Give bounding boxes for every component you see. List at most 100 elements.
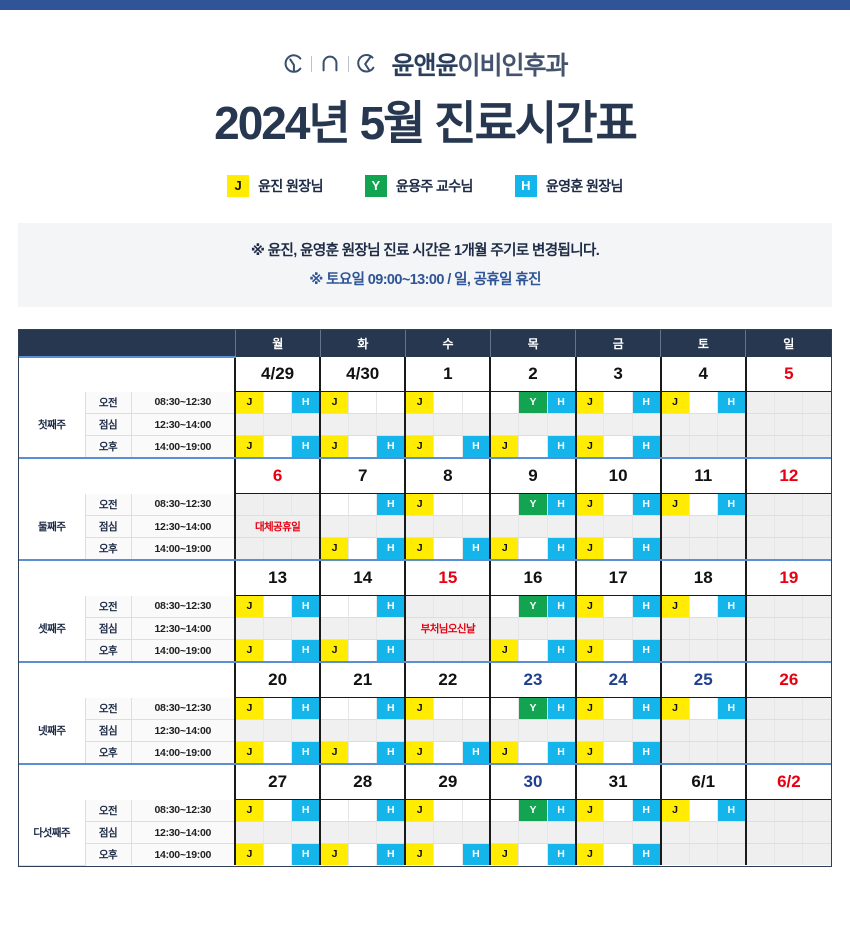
schedule-cell[interactable] xyxy=(291,821,321,845)
date-cell[interactable]: 22 xyxy=(404,662,491,699)
schedule-cell[interactable] xyxy=(489,413,519,437)
schedule-cell[interactable] xyxy=(489,821,519,845)
doctor-slot-h[interactable]: H xyxy=(631,639,661,664)
schedule-cell[interactable] xyxy=(631,719,661,743)
schedule-cell[interactable] xyxy=(546,617,576,641)
schedule-cell[interactable] xyxy=(404,595,434,619)
doctor-slot-h[interactable]: H xyxy=(546,697,576,721)
doctor-slot-h[interactable]: H xyxy=(631,843,661,866)
doctor-slot-j[interactable]: J xyxy=(489,639,519,664)
schedule-cell[interactable] xyxy=(603,537,633,562)
schedule-cell[interactable] xyxy=(716,741,746,766)
schedule-cell[interactable] xyxy=(603,391,633,415)
schedule-cell[interactable] xyxy=(348,741,377,766)
schedule-cell[interactable] xyxy=(603,821,633,845)
doctor-slot-h[interactable]: H xyxy=(461,843,491,866)
schedule-cell[interactable] xyxy=(291,617,321,641)
doctor-slot-y[interactable]: Y xyxy=(518,391,548,415)
schedule-cell[interactable] xyxy=(773,413,803,437)
schedule-cell[interactable] xyxy=(659,719,690,743)
schedule-cell[interactable] xyxy=(773,843,803,866)
schedule-cell[interactable] xyxy=(773,639,803,664)
schedule-cell[interactable] xyxy=(433,639,463,664)
schedule-cell[interactable] xyxy=(744,843,775,866)
schedule-cell[interactable] xyxy=(234,719,264,743)
doctor-slot-j[interactable]: J xyxy=(319,741,349,766)
doctor-slot-j[interactable]: J xyxy=(404,799,434,823)
doctor-slot-j[interactable]: J xyxy=(574,537,604,562)
schedule-cell[interactable] xyxy=(433,493,463,517)
schedule-cell[interactable] xyxy=(744,515,775,539)
doctor-slot-j[interactable]: J xyxy=(319,435,349,460)
doctor-slot-j[interactable]: J xyxy=(574,435,604,460)
schedule-cell[interactable] xyxy=(376,515,406,539)
schedule-cell[interactable] xyxy=(716,843,746,866)
schedule-cell[interactable] xyxy=(262,799,292,823)
date-cell[interactable]: 11 xyxy=(659,458,746,495)
schedule-cell[interactable] xyxy=(802,719,831,743)
schedule-cell[interactable] xyxy=(688,391,718,415)
doctor-slot-j[interactable]: J xyxy=(234,639,264,664)
schedule-cell[interactable] xyxy=(234,537,264,562)
schedule-cell[interactable] xyxy=(773,617,803,641)
doctor-slot-j[interactable]: J xyxy=(319,639,349,664)
schedule-cell[interactable] xyxy=(574,719,604,743)
schedule-cell[interactable] xyxy=(802,639,831,664)
doctor-slot-j[interactable]: J xyxy=(234,391,264,415)
schedule-cell[interactable] xyxy=(688,493,718,517)
schedule-cell[interactable] xyxy=(603,799,633,823)
schedule-cell[interactable] xyxy=(744,537,775,562)
doctor-slot-h[interactable]: H xyxy=(376,799,406,823)
schedule-cell[interactable] xyxy=(518,617,548,641)
doctor-slot-j[interactable]: J xyxy=(319,843,349,866)
date-cell[interactable]: 28 xyxy=(319,764,406,801)
doctor-slot-h[interactable]: H xyxy=(546,639,576,664)
schedule-cell[interactable] xyxy=(348,799,377,823)
schedule-cell[interactable] xyxy=(433,697,463,721)
doctor-slot-j[interactable]: J xyxy=(489,843,519,866)
doctor-slot-h[interactable]: H xyxy=(376,697,406,721)
schedule-cell[interactable] xyxy=(291,537,321,562)
schedule-cell[interactable] xyxy=(262,493,292,517)
doctor-slot-j[interactable]: J xyxy=(574,843,604,866)
doctor-slot-h[interactable]: H xyxy=(291,843,321,866)
doctor-slot-j[interactable]: J xyxy=(574,799,604,823)
schedule-cell[interactable] xyxy=(433,741,463,766)
doctor-slot-y[interactable]: Y xyxy=(518,799,548,823)
date-cell[interactable]: 23 xyxy=(489,662,576,699)
schedule-cell[interactable] xyxy=(603,697,633,721)
doctor-slot-y[interactable]: Y xyxy=(518,595,548,619)
doctor-slot-j[interactable]: J xyxy=(404,537,434,562)
doctor-slot-j[interactable]: J xyxy=(404,843,434,866)
doctor-slot-j[interactable]: J xyxy=(234,595,264,619)
doctor-slot-h[interactable]: H xyxy=(631,537,661,562)
doctor-slot-j[interactable]: J xyxy=(404,391,434,415)
schedule-cell[interactable] xyxy=(688,843,718,866)
schedule-cell[interactable] xyxy=(348,821,377,845)
doctor-slot-h[interactable]: H xyxy=(716,493,746,517)
doctor-slot-h[interactable]: H xyxy=(546,843,576,866)
schedule-cell[interactable] xyxy=(433,435,463,460)
schedule-cell[interactable] xyxy=(802,617,831,641)
schedule-cell[interactable] xyxy=(234,617,264,641)
doctor-slot-h[interactable]: H xyxy=(546,537,576,562)
schedule-cell[interactable] xyxy=(489,595,519,619)
schedule-cell[interactable] xyxy=(603,639,633,664)
schedule-cell[interactable] xyxy=(773,537,803,562)
doctor-slot-h[interactable]: H xyxy=(546,391,576,415)
doctor-slot-j[interactable]: J xyxy=(404,435,434,460)
schedule-cell[interactable] xyxy=(546,719,576,743)
doctor-slot-h[interactable]: H xyxy=(716,595,746,619)
schedule-cell[interactable] xyxy=(376,719,406,743)
schedule-cell[interactable] xyxy=(688,821,718,845)
schedule-cell[interactable] xyxy=(348,697,377,721)
schedule-cell[interactable] xyxy=(802,537,831,562)
schedule-cell[interactable] xyxy=(603,741,633,766)
schedule-cell[interactable] xyxy=(744,493,775,517)
schedule-cell[interactable] xyxy=(574,617,604,641)
schedule-cell[interactable] xyxy=(518,719,548,743)
schedule-cell[interactable] xyxy=(262,617,292,641)
doctor-slot-h[interactable]: H xyxy=(291,391,321,415)
doctor-slot-j[interactable]: J xyxy=(659,493,690,517)
schedule-cell[interactable] xyxy=(802,799,831,823)
